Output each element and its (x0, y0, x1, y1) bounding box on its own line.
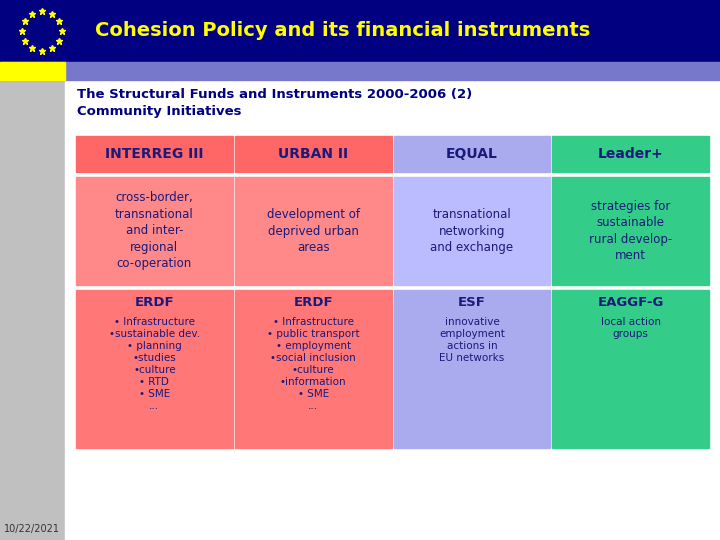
Bar (235, 136, 392, 172)
Text: The Structural Funds and Instruments 2000-2006 (2): The Structural Funds and Instruments 200… (77, 88, 472, 101)
Text: Cohesion Policy and its financial instruments: Cohesion Policy and its financial instru… (95, 22, 590, 40)
Bar (0, 0, 720, 62)
Bar (76, 136, 233, 172)
Text: • Infrastructure
• public transport
• employment
•social inclusion
•culture
•inf: • Infrastructure • public transport • em… (267, 317, 359, 411)
Text: URBAN II: URBAN II (278, 147, 348, 161)
Text: local action
groups: local action groups (600, 317, 661, 339)
Text: cross-border,
transnational
and inter-
regional
co-operation: cross-border, transnational and inter- r… (115, 192, 194, 271)
Text: Community Initiatives: Community Initiatives (77, 105, 241, 118)
Bar (76, 290, 233, 448)
Text: EQUAL: EQUAL (446, 147, 498, 161)
Text: innovative
employment
actions in
EU networks: innovative employment actions in EU netw… (439, 317, 505, 363)
Bar (552, 136, 709, 172)
Text: strategies for
sustainable
rural develop-
ment: strategies for sustainable rural develop… (589, 200, 672, 262)
Text: ESF: ESF (458, 296, 486, 309)
Bar (235, 290, 392, 448)
Text: development of
deprived urban
areas: development of deprived urban areas (266, 208, 359, 254)
Text: INTERREG III: INTERREG III (105, 147, 204, 161)
Bar (76, 177, 233, 285)
Bar (552, 290, 709, 448)
Text: • Infrastructure
•sustainable dev.
• planning
•studies
•culture
• RTD
• SME
...: • Infrastructure •sustainable dev. • pla… (109, 317, 200, 411)
Bar (65, 80, 720, 540)
Text: transnational
networking
and exchange: transnational networking and exchange (431, 208, 513, 254)
Bar (0, 62, 720, 80)
Bar (235, 177, 392, 285)
Bar (394, 290, 550, 448)
Text: ERDF: ERDF (293, 296, 333, 309)
Bar (552, 177, 709, 285)
Bar (394, 177, 550, 285)
Text: EAGGF-G: EAGGF-G (598, 296, 664, 309)
Text: 10/22/2021: 10/22/2021 (4, 524, 60, 534)
Bar (394, 136, 550, 172)
Text: ERDF: ERDF (135, 296, 174, 309)
Text: Leader+: Leader+ (598, 147, 664, 161)
Bar (0, 62, 65, 80)
